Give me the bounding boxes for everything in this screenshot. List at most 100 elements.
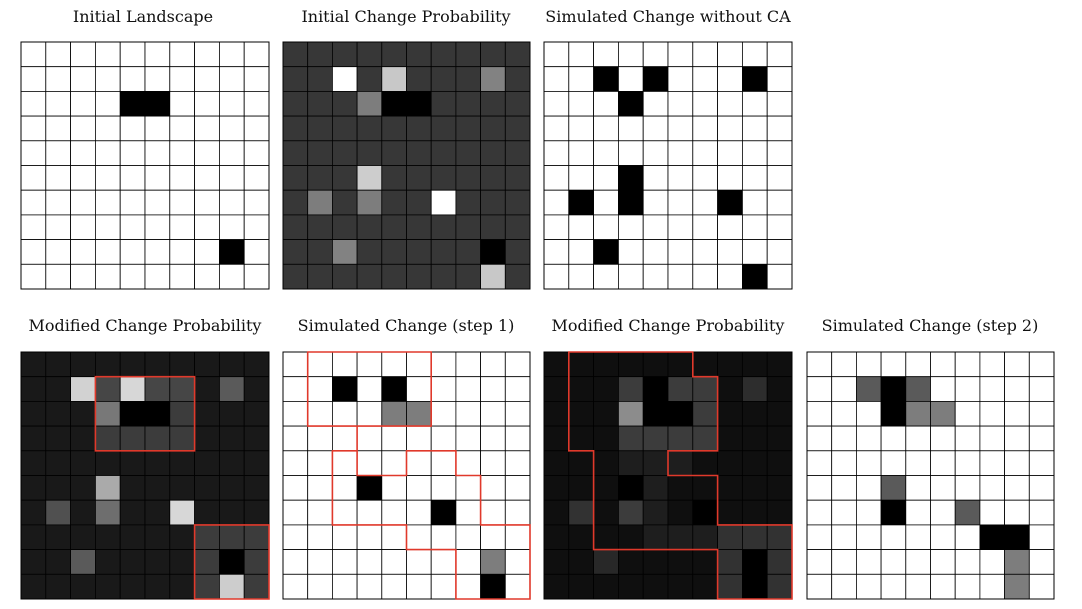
grid-cell: [806, 573, 833, 600]
grid-cell: [504, 165, 531, 191]
grid-cell: [667, 524, 694, 550]
grid-cell: [307, 450, 333, 476]
grid-cell: [880, 524, 907, 550]
grid-cell: [642, 214, 669, 240]
grid-cell: [169, 165, 196, 191]
grid-cell: [194, 450, 220, 476]
grid-cell: [381, 499, 407, 526]
grid-cell: [480, 140, 506, 166]
grid-cell: [667, 401, 694, 427]
grid-cell: [766, 450, 793, 476]
grid-cell: [806, 549, 833, 575]
grid-cell: [692, 450, 719, 476]
grid-cell: [979, 475, 1005, 501]
grid-cell: [144, 450, 171, 476]
grid-cell: [45, 91, 71, 117]
grid-cell: [70, 165, 96, 191]
grid-cell: [543, 573, 570, 600]
grid-cell: [930, 524, 956, 550]
grid-cell: [543, 66, 570, 92]
neighbourhood-outline: [306, 351, 531, 600]
panel-title: Simulated Change (step 2): [821, 316, 1039, 335]
grid-cell: [70, 115, 96, 142]
grid-cell: [144, 401, 171, 427]
grid-cell: [741, 91, 768, 117]
grid-cell: [406, 239, 432, 265]
grid-cell: [406, 376, 432, 402]
grid-cell: [381, 351, 407, 378]
grid-cell: [717, 450, 743, 476]
grid-cell: [356, 425, 383, 452]
grid-cell: [243, 140, 270, 166]
grid-cell: [243, 549, 270, 575]
grid-cell: [568, 239, 594, 265]
grid-cell: [243, 401, 270, 427]
grid-cell: [406, 450, 432, 476]
grid-cell: [243, 475, 270, 501]
grid-cell: [667, 66, 694, 92]
grid-cell: [282, 573, 309, 600]
grid-cell: [381, 450, 407, 476]
grid-cell: [593, 549, 619, 575]
grid-cell: [119, 189, 146, 216]
grid-cell: [618, 165, 644, 191]
grid-cell: [667, 351, 694, 378]
grid-cell: [119, 524, 146, 550]
grid-cell: [45, 140, 71, 166]
grid-cell: [430, 189, 457, 216]
grid-cell: [169, 66, 196, 92]
grid-cell: [504, 115, 531, 142]
grid-cell: [455, 573, 481, 600]
grid-cell: [70, 425, 96, 452]
grid-cell: [568, 165, 594, 191]
grid-border: [282, 41, 531, 290]
grid-cell: [741, 140, 768, 166]
grid-cell: [741, 573, 768, 600]
grid-cell: [642, 401, 669, 427]
grid-cell: [70, 263, 96, 290]
grid-cell: [480, 425, 506, 452]
grid-cell: [741, 351, 768, 378]
grid-cell: [954, 475, 981, 501]
grid-cell: [356, 573, 383, 600]
grid-cell: [20, 524, 47, 550]
grid-cell: [856, 499, 882, 526]
grid-cell: [480, 115, 506, 142]
grid-cell: [455, 140, 481, 166]
grid-cell: [381, 549, 407, 575]
grid-cell: [20, 351, 47, 378]
grid-cell: [70, 66, 96, 92]
grid-cell: [119, 140, 146, 166]
grid-cell: [218, 351, 245, 378]
grid-cell: [880, 549, 907, 575]
grid-cell: [282, 549, 309, 575]
grid-cell: [20, 66, 47, 92]
grid-cell: [307, 401, 333, 427]
grid-cell: [406, 91, 432, 117]
grid-cell: [831, 351, 857, 378]
grid-cell: [307, 499, 333, 526]
grid-cell: [282, 499, 309, 526]
grid-cell: [593, 475, 619, 501]
grid-cell: [593, 524, 619, 550]
grid-cell: [642, 41, 669, 68]
grid-cell: [642, 573, 669, 600]
grid-cell: [504, 425, 531, 452]
grid-cell: [543, 499, 570, 526]
grid-cell: [692, 376, 719, 402]
grid-cell: [504, 214, 531, 240]
grid-cell: [70, 239, 96, 265]
grid-cell: [406, 524, 432, 550]
grid-simulated-change-without-ca: [543, 41, 793, 290]
grid-cell: [593, 214, 619, 240]
grid-cell: [1004, 351, 1030, 378]
grid-cell: [430, 140, 457, 166]
grid-cell: [905, 549, 931, 575]
grid-cell: [45, 263, 71, 290]
grid-cell: [45, 189, 71, 216]
grid-cell: [642, 115, 669, 142]
grid-cell: [430, 115, 457, 142]
grid-cell: [480, 499, 506, 526]
grid-cell: [741, 425, 768, 452]
grid-cell: [692, 425, 719, 452]
